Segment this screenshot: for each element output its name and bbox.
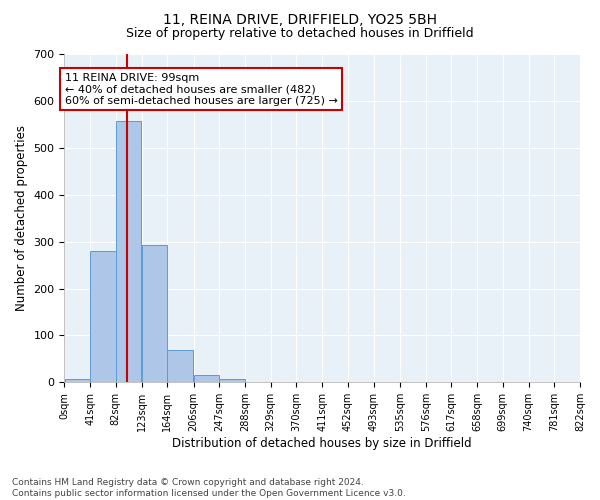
- X-axis label: Distribution of detached houses by size in Driffield: Distribution of detached houses by size …: [172, 437, 472, 450]
- Bar: [142, 246, 167, 382]
- Bar: [65, 378, 90, 382]
- Text: 11 REINA DRIVE: 99sqm
← 40% of detached houses are smaller (482)
60% of semi-det: 11 REINA DRIVE: 99sqm ← 40% of detached …: [65, 73, 338, 106]
- Y-axis label: Number of detached properties: Number of detached properties: [15, 125, 28, 311]
- Bar: [220, 378, 245, 382]
- Text: 11, REINA DRIVE, DRIFFIELD, YO25 5BH: 11, REINA DRIVE, DRIFFIELD, YO25 5BH: [163, 12, 437, 26]
- Bar: [116, 121, 142, 382]
- Text: Contains HM Land Registry data © Crown copyright and database right 2024.
Contai: Contains HM Land Registry data © Crown c…: [12, 478, 406, 498]
- Bar: [194, 376, 219, 382]
- Bar: [90, 251, 116, 382]
- Bar: [167, 350, 193, 382]
- Text: Size of property relative to detached houses in Driffield: Size of property relative to detached ho…: [126, 28, 474, 40]
